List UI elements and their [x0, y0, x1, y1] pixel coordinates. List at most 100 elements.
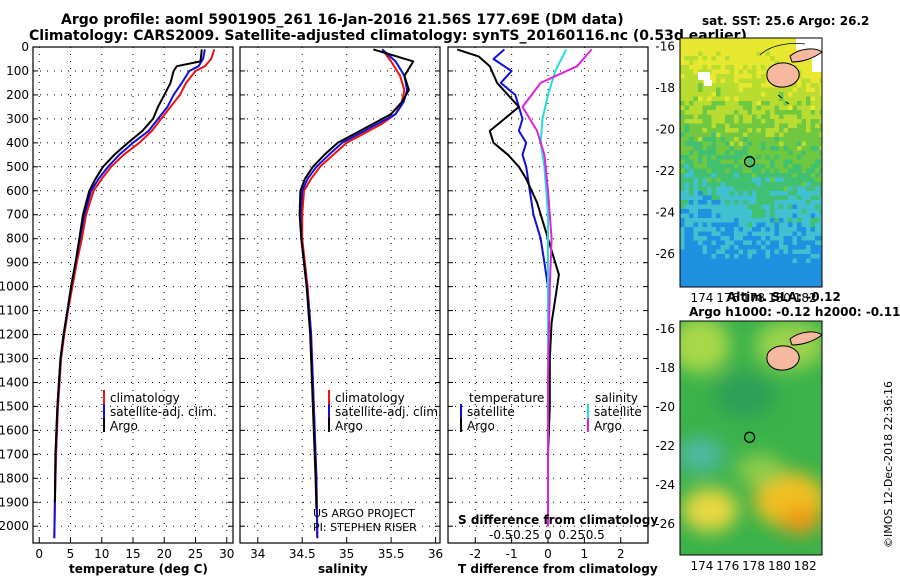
sst-cell [707, 123, 712, 129]
sst-cell [720, 83, 726, 88]
sst-cell [779, 236, 784, 241]
sst-cell [747, 195, 753, 201]
sst-cell [743, 164, 748, 169]
sst-no-data [704, 80, 712, 86]
sst-cell [756, 177, 762, 183]
sst-cell [729, 218, 735, 223]
sst-cell [752, 164, 757, 169]
sst-cell [734, 258, 739, 264]
sst-cell [797, 267, 802, 273]
sst-cell [698, 267, 703, 273]
sst-cell [734, 254, 739, 259]
sst-cell [774, 258, 780, 264]
latitude-tick-label: -22 [655, 164, 675, 178]
sst-cell [761, 150, 766, 156]
sst-cell [729, 65, 735, 70]
sst-cell [774, 119, 780, 124]
sst-cell [747, 200, 753, 205]
sst-cell [801, 92, 807, 97]
sst-cell [774, 182, 780, 187]
depth-tick-label: 200 [6, 88, 29, 102]
sst-cell [761, 56, 766, 61]
sst-cell [693, 227, 699, 232]
sst-cell [725, 285, 730, 287]
sst-cell [747, 47, 753, 52]
sst-cell [779, 150, 784, 156]
sst-cell [680, 101, 685, 106]
sst-cell [815, 132, 820, 138]
sst-cell [734, 60, 739, 66]
sst-cell [765, 51, 771, 57]
sst-cell [729, 110, 735, 115]
sst-cell [810, 119, 816, 124]
sst-cell [819, 173, 822, 178]
sst-cell [738, 263, 744, 268]
sst-cell [738, 123, 744, 129]
sst-cell [684, 159, 690, 165]
sst-cell [743, 60, 748, 66]
sst-cell [761, 231, 766, 237]
sst-cell [806, 191, 811, 196]
sst-cell [743, 74, 748, 79]
sst-cell [792, 114, 798, 120]
longitude-tick-label: 174 [690, 559, 713, 573]
sst-cell [702, 168, 708, 174]
sst-cell [797, 240, 802, 246]
sst-cell [720, 159, 726, 165]
sst-cell [720, 191, 726, 196]
sst-cell [779, 101, 784, 106]
sst-cell [765, 110, 771, 115]
depth-tick-label: 500 [6, 160, 29, 174]
sst-cell [707, 51, 712, 57]
sst-cell [774, 132, 780, 138]
sst-cell [720, 258, 726, 264]
sst-cell [761, 123, 766, 129]
sst-cell [806, 132, 811, 138]
sst-cell [765, 222, 771, 228]
sst-cell [711, 168, 717, 174]
sst-cell [693, 276, 699, 282]
sst-cell [810, 209, 816, 214]
sst-cell [815, 155, 820, 160]
sst-cell [680, 227, 685, 232]
sst-cell [779, 213, 784, 219]
sst-cell [756, 227, 762, 232]
sst-cell [684, 222, 690, 228]
sst-cell [770, 231, 775, 237]
sst-cell [680, 128, 685, 133]
sst-cell [734, 218, 739, 223]
sst-cell [752, 56, 757, 61]
sst-cell [711, 186, 717, 192]
sst-cell [702, 276, 708, 282]
sst-cell [770, 123, 775, 129]
imos-timestamp: ©IMOS 12-Dec-2018 22:36:16 [882, 381, 895, 548]
sst-cell [720, 65, 726, 70]
sst-cell [792, 258, 798, 264]
sst-cell [797, 150, 802, 156]
sst-cell [801, 83, 807, 88]
sst-cell [806, 236, 811, 241]
sst-cell [797, 105, 802, 111]
sst-cell [797, 236, 802, 241]
sst-cell [684, 60, 690, 66]
sst-cell [783, 96, 789, 102]
sst-cell [815, 263, 820, 268]
sst-cell [752, 191, 757, 196]
sst-cell [752, 65, 757, 70]
sst-cell [720, 177, 726, 183]
sst-cell [716, 92, 721, 97]
sst-cell [788, 132, 793, 138]
sst-cell [734, 240, 739, 246]
sst-cell [734, 123, 739, 129]
sst-cell [689, 168, 694, 174]
sla-field [680, 321, 822, 555]
sst-cell [770, 114, 775, 120]
latitude-tick-label: -26 [655, 517, 675, 531]
sst-cell [752, 281, 757, 286]
sst-cell [770, 83, 775, 88]
sst-cell [689, 231, 694, 237]
sst-cell [783, 258, 789, 264]
sst-cell [707, 146, 712, 151]
sst-cell [792, 47, 798, 52]
sst-cell [761, 101, 766, 106]
